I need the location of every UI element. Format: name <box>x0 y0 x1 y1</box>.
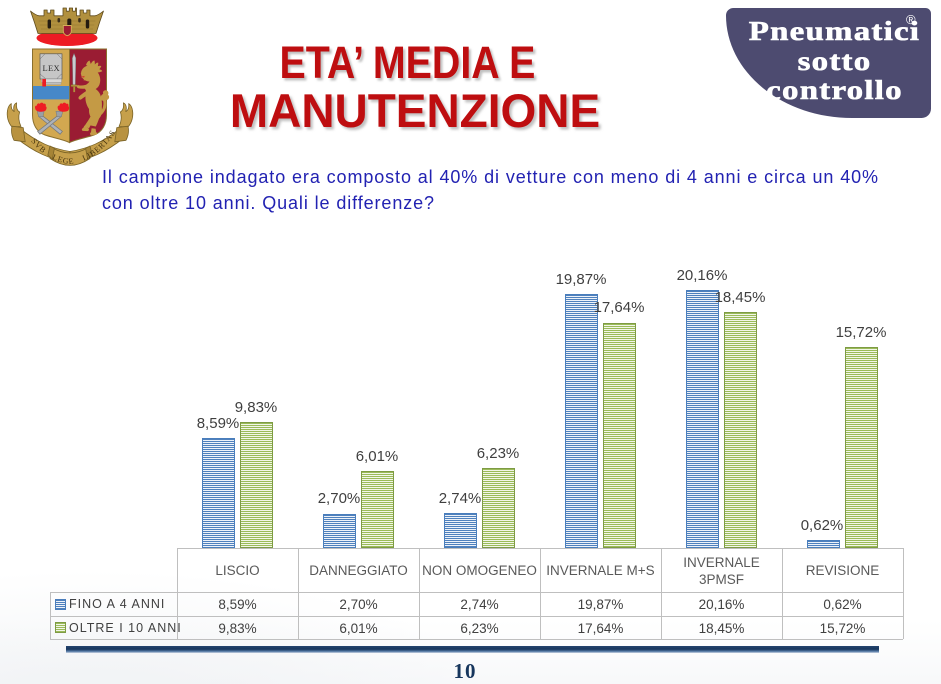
svg-text:LEX: LEX <box>42 63 59 73</box>
